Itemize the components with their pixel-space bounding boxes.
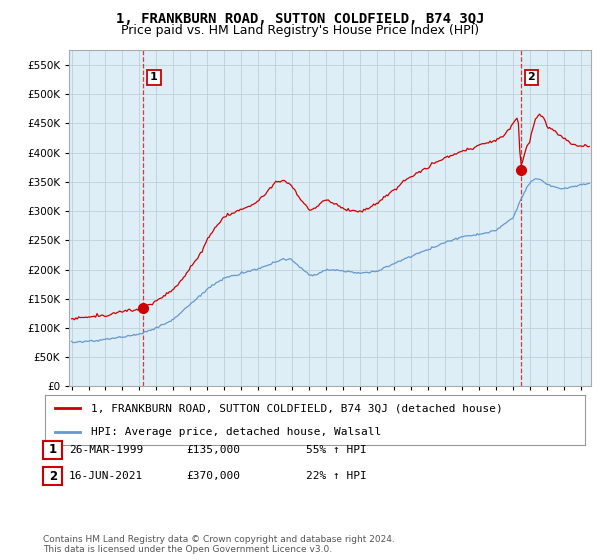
Text: 1: 1 [49,443,57,456]
Text: 26-MAR-1999: 26-MAR-1999 [69,445,143,455]
Text: HPI: Average price, detached house, Walsall: HPI: Average price, detached house, Wals… [91,427,381,437]
Text: Contains HM Land Registry data © Crown copyright and database right 2024.
This d: Contains HM Land Registry data © Crown c… [43,535,395,554]
Text: Price paid vs. HM Land Registry's House Price Index (HPI): Price paid vs. HM Land Registry's House … [121,24,479,36]
Text: 1, FRANKBURN ROAD, SUTTON COLDFIELD, B74 3QJ (detached house): 1, FRANKBURN ROAD, SUTTON COLDFIELD, B74… [91,403,503,413]
Text: £135,000: £135,000 [186,445,240,455]
Text: 22% ↑ HPI: 22% ↑ HPI [306,471,367,481]
Text: 55% ↑ HPI: 55% ↑ HPI [306,445,367,455]
Text: 16-JUN-2021: 16-JUN-2021 [69,471,143,481]
Text: 1: 1 [150,72,158,82]
Text: £370,000: £370,000 [186,471,240,481]
Text: 2: 2 [527,72,535,82]
Text: 2: 2 [49,469,57,483]
Text: 1, FRANKBURN ROAD, SUTTON COLDFIELD, B74 3QJ: 1, FRANKBURN ROAD, SUTTON COLDFIELD, B74… [116,12,484,26]
